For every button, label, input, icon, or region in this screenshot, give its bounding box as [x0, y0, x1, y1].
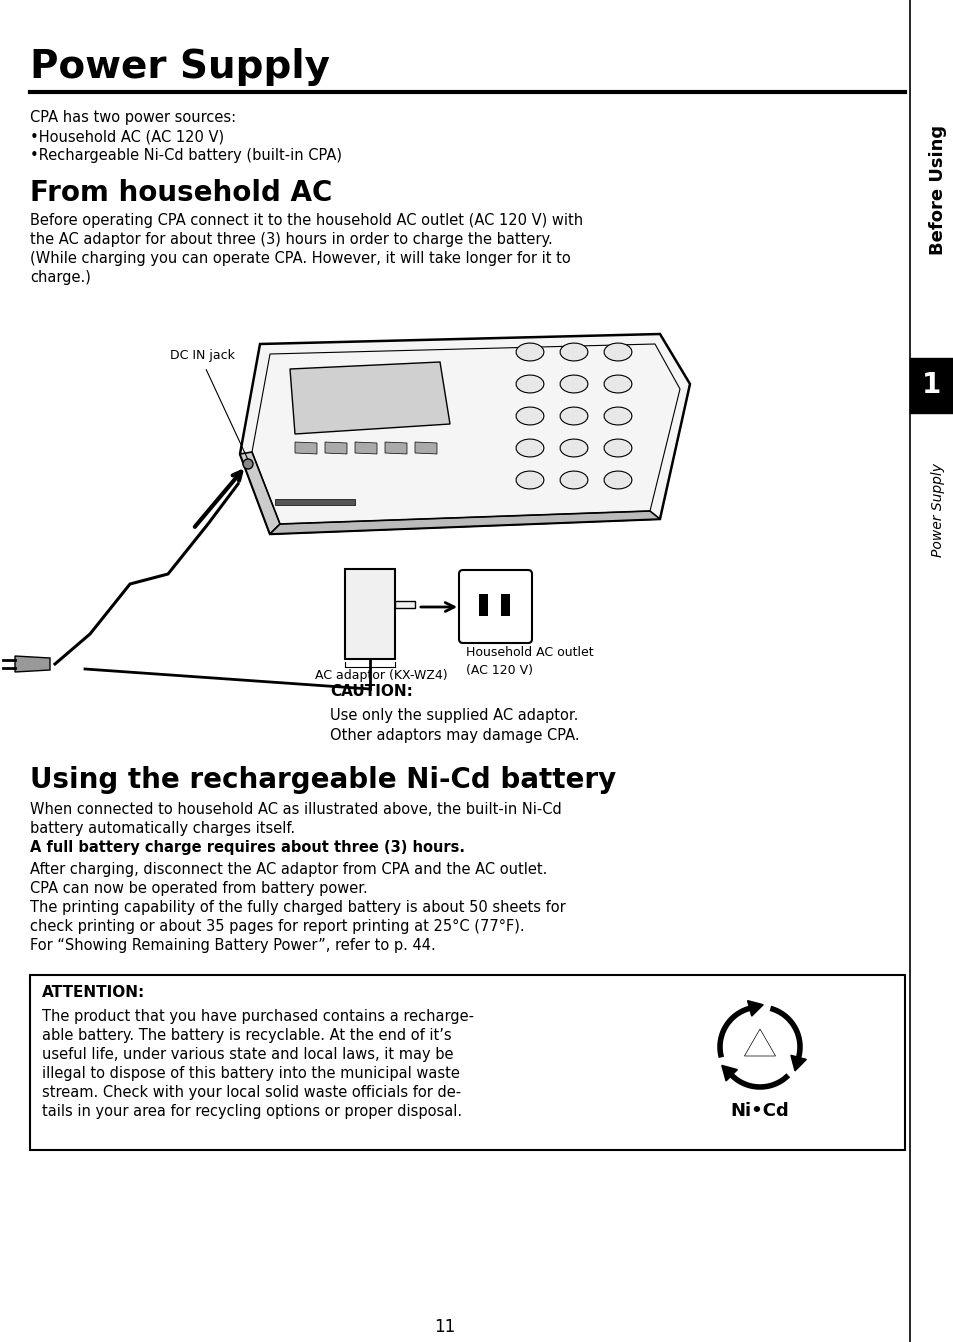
Text: charge.): charge.)	[30, 270, 91, 285]
Polygon shape	[516, 344, 543, 361]
Text: •Household AC (AC 120 V): •Household AC (AC 120 V)	[30, 129, 224, 144]
Polygon shape	[290, 362, 450, 433]
Polygon shape	[559, 407, 587, 425]
Bar	[274, 499, 355, 505]
Polygon shape	[559, 344, 587, 361]
Text: A full battery charge requires about three (3) hours.: A full battery charge requires about thr…	[30, 840, 464, 855]
Polygon shape	[603, 374, 631, 393]
Polygon shape	[603, 344, 631, 361]
Text: ATTENTION:: ATTENTION:	[42, 985, 145, 1000]
Text: CPA has two power sources:: CPA has two power sources:	[30, 110, 236, 125]
Text: the AC adaptor for about three (3) hours in order to charge the battery.: the AC adaptor for about three (3) hours…	[30, 232, 552, 247]
Text: useful life, under various state and local laws, it may be: useful life, under various state and loc…	[42, 1047, 453, 1062]
Polygon shape	[15, 656, 50, 672]
Text: tails in your area for recycling options or proper disposal.: tails in your area for recycling options…	[42, 1104, 461, 1119]
Text: Ni•Cd: Ni•Cd	[730, 1102, 788, 1121]
Text: Other adaptors may damage CPA.: Other adaptors may damage CPA.	[330, 727, 579, 743]
Text: Before operating CPA connect it to the household AC outlet (AC 120 V) with: Before operating CPA connect it to the h…	[30, 213, 582, 228]
Text: Power Supply: Power Supply	[930, 463, 944, 557]
Text: After charging, disconnect the AC adaptor from CPA and the AC outlet.: After charging, disconnect the AC adapto…	[30, 862, 547, 878]
Text: When connected to household AC as illustrated above, the built-in Ni-Cd: When connected to household AC as illust…	[30, 803, 561, 817]
Text: AC adaptor (KX-WZ4): AC adaptor (KX-WZ4)	[314, 670, 447, 682]
FancyBboxPatch shape	[458, 570, 532, 643]
Polygon shape	[516, 407, 543, 425]
Polygon shape	[559, 471, 587, 488]
Text: illegal to dispose of this battery into the municipal waste: illegal to dispose of this battery into …	[42, 1066, 459, 1082]
Text: For “Showing Remaining Battery Power”, refer to p. 44.: For “Showing Remaining Battery Power”, r…	[30, 938, 436, 953]
Text: able battery. The battery is recyclable. At the end of it’s: able battery. The battery is recyclable.…	[42, 1028, 451, 1043]
Text: •Rechargeable Ni-Cd battery (built-in CPA): •Rechargeable Ni-Cd battery (built-in CP…	[30, 148, 341, 162]
Polygon shape	[559, 439, 587, 458]
Text: (While charging you can operate CPA. However, it will take longer for it to: (While charging you can operate CPA. How…	[30, 251, 570, 266]
Polygon shape	[270, 511, 659, 534]
Polygon shape	[790, 1055, 805, 1071]
Text: CAUTION:: CAUTION:	[330, 684, 413, 699]
Text: stream. Check with your local solid waste officials for de-: stream. Check with your local solid wast…	[42, 1084, 460, 1100]
Text: CPA can now be operated from battery power.: CPA can now be operated from battery pow…	[30, 880, 367, 896]
Text: The printing capability of the fully charged battery is about 50 sheets for: The printing capability of the fully cha…	[30, 900, 565, 915]
Polygon shape	[516, 374, 543, 393]
Text: DC IN jack: DC IN jack	[170, 349, 234, 362]
Polygon shape	[603, 407, 631, 425]
Polygon shape	[385, 442, 407, 454]
Text: Using the rechargeable Ni-Cd battery: Using the rechargeable Ni-Cd battery	[30, 766, 616, 794]
Text: From household AC: From household AC	[30, 178, 332, 207]
Polygon shape	[415, 442, 436, 454]
Circle shape	[243, 459, 253, 468]
Text: 1: 1	[922, 370, 941, 399]
Polygon shape	[516, 439, 543, 458]
Text: check printing or about 35 pages for report printing at 25°C (77°F).: check printing or about 35 pages for rep…	[30, 919, 524, 934]
Text: Household AC outlet
(AC 120 V): Household AC outlet (AC 120 V)	[465, 646, 593, 676]
Text: Power Supply: Power Supply	[30, 48, 330, 86]
Polygon shape	[743, 1029, 775, 1056]
Text: The product that you have purchased contains a recharge-: The product that you have purchased cont…	[42, 1009, 474, 1024]
Bar	[30, 976, 904, 1150]
Polygon shape	[747, 1001, 762, 1016]
Bar	[478, 595, 488, 616]
Bar	[395, 601, 415, 608]
Polygon shape	[603, 439, 631, 458]
Text: battery automatically charges itself.: battery automatically charges itself.	[30, 821, 294, 836]
Polygon shape	[240, 334, 689, 534]
Text: Before Using: Before Using	[928, 125, 946, 255]
Polygon shape	[516, 471, 543, 488]
Polygon shape	[355, 442, 376, 454]
Polygon shape	[325, 442, 347, 454]
Text: 11: 11	[434, 1318, 455, 1337]
Polygon shape	[603, 471, 631, 488]
Bar	[909, 358, 953, 413]
Polygon shape	[721, 1066, 737, 1080]
Bar	[500, 595, 510, 616]
Polygon shape	[240, 452, 280, 534]
Polygon shape	[294, 442, 316, 454]
Text: Use only the supplied AC adaptor.: Use only the supplied AC adaptor.	[330, 709, 578, 723]
Bar	[345, 569, 395, 659]
Polygon shape	[559, 374, 587, 393]
